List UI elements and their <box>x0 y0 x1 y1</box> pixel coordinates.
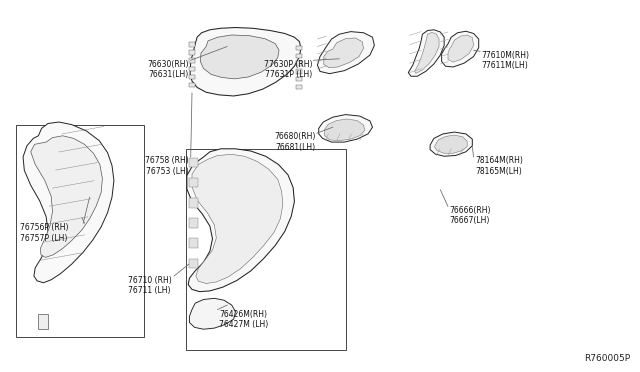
Polygon shape <box>189 75 195 79</box>
Polygon shape <box>415 32 439 73</box>
Polygon shape <box>192 154 283 283</box>
Polygon shape <box>190 28 301 96</box>
Polygon shape <box>189 238 198 248</box>
Polygon shape <box>23 122 114 283</box>
Polygon shape <box>296 54 302 58</box>
Text: 77610M(RH)
77611M(LH): 77610M(RH) 77611M(LH) <box>481 51 529 70</box>
Polygon shape <box>189 198 198 208</box>
Text: 76756P (RH)
76757P (LH): 76756P (RH) 76757P (LH) <box>20 223 69 243</box>
Polygon shape <box>31 136 102 257</box>
Polygon shape <box>296 69 302 74</box>
Polygon shape <box>408 30 444 76</box>
Polygon shape <box>296 61 302 66</box>
Text: 76666(RH)
76667(LH): 76666(RH) 76667(LH) <box>449 206 491 225</box>
Polygon shape <box>435 135 467 153</box>
Polygon shape <box>187 149 294 292</box>
Text: 76710 (RH)
76711 (LH): 76710 (RH) 76711 (LH) <box>128 276 172 295</box>
Polygon shape <box>442 31 479 67</box>
Polygon shape <box>189 83 195 87</box>
Polygon shape <box>189 158 198 167</box>
Polygon shape <box>189 58 195 63</box>
Polygon shape <box>319 115 372 142</box>
Polygon shape <box>189 259 198 268</box>
Polygon shape <box>324 119 365 141</box>
Polygon shape <box>296 46 302 50</box>
Polygon shape <box>38 314 48 329</box>
Polygon shape <box>189 218 198 228</box>
Text: R760005P: R760005P <box>584 354 630 363</box>
Polygon shape <box>189 50 195 55</box>
Text: 77630P (RH)
77631P (LH): 77630P (RH) 77631P (LH) <box>264 60 312 79</box>
Polygon shape <box>317 32 374 74</box>
Bar <box>16 125 144 337</box>
Polygon shape <box>200 35 279 79</box>
Polygon shape <box>189 42 195 46</box>
Text: 76426M(RH)
76427M (LH): 76426M(RH) 76427M (LH) <box>219 310 268 329</box>
Polygon shape <box>189 298 236 329</box>
Polygon shape <box>296 77 302 81</box>
Polygon shape <box>189 178 198 187</box>
Text: 76680(RH)
76681(LH): 76680(RH) 76681(LH) <box>274 132 316 152</box>
Polygon shape <box>324 38 364 68</box>
Polygon shape <box>296 85 302 89</box>
Text: 78164M(RH)
78165M(LH): 78164M(RH) 78165M(LH) <box>475 156 523 176</box>
Polygon shape <box>448 35 474 62</box>
Polygon shape <box>189 67 195 71</box>
Bar <box>186 149 346 350</box>
Polygon shape <box>430 132 472 156</box>
Text: 76758 (RH)
76753 (LH): 76758 (RH) 76753 (LH) <box>145 156 189 176</box>
Text: 76630(RH)
76631(LH): 76630(RH) 76631(LH) <box>147 60 189 79</box>
